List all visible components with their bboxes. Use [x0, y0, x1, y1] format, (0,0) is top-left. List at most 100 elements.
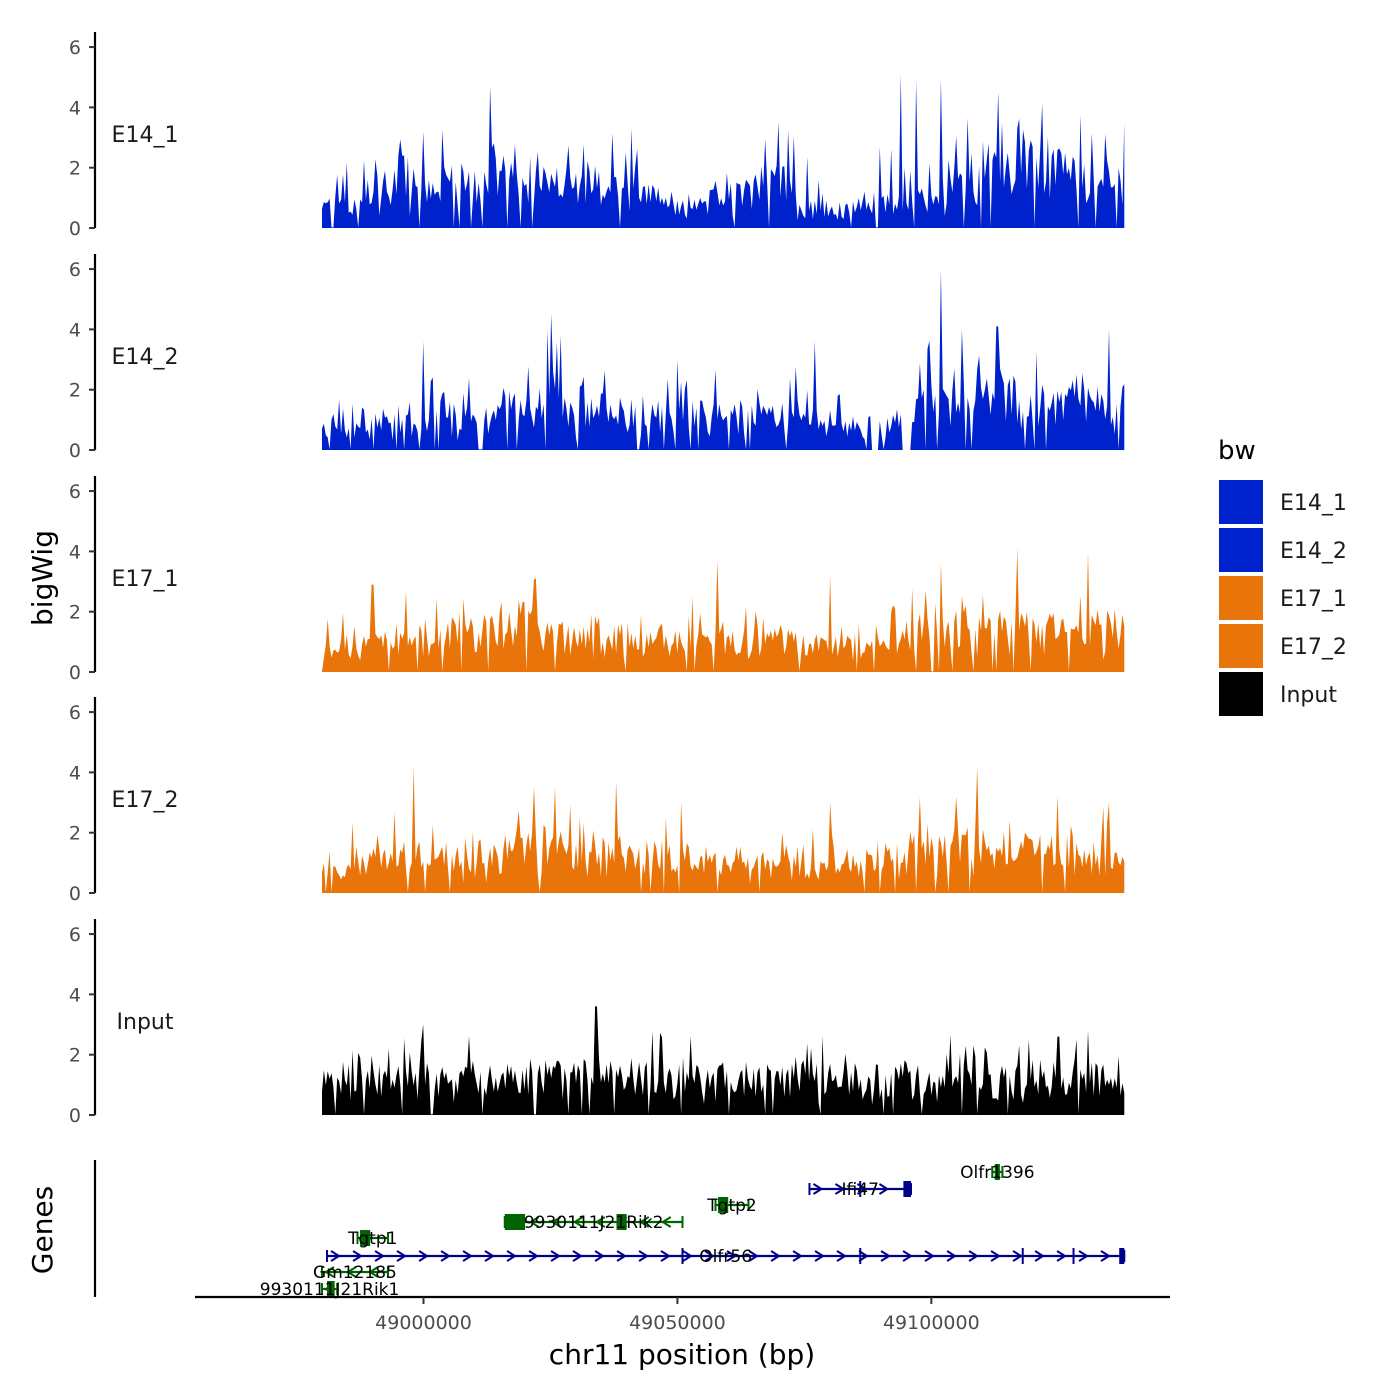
legend-label: E14_2: [1280, 539, 1347, 564]
strand-arrow: [1056, 1250, 1067, 1262]
y-tick-label: 6: [69, 924, 81, 946]
x-tick-label: 49050000: [629, 1312, 726, 1334]
strand-arrow: [946, 1250, 957, 1262]
strand-arrow: [572, 1216, 584, 1228]
strand-arrow: [594, 1250, 605, 1262]
strand-arrow: [968, 1250, 979, 1262]
signal-area-E14_1: [322, 74, 1125, 228]
gene-label: 9930111J21Rik1: [260, 1280, 400, 1300]
y-tick-label: 0: [69, 218, 81, 240]
y-tick-label: 4: [69, 97, 81, 119]
x-axis: 49000000 49050000 49100000: [195, 1295, 1170, 1334]
y-tick-label: 4: [69, 762, 81, 784]
track-label: E14_2: [112, 345, 179, 370]
exon: [994, 1164, 1000, 1180]
y-tick-label: 0: [69, 662, 81, 684]
strand-arrow: [792, 1250, 803, 1262]
strand-arrow: [638, 1216, 650, 1228]
gene-label: 9930111J21Rik2: [524, 1213, 664, 1233]
legend-title: bw: [1218, 436, 1256, 466]
exon: [327, 1281, 335, 1297]
legend-label: E17_1: [1280, 587, 1347, 612]
strand-arrow: [324, 1266, 335, 1278]
y-tick-label: 6: [69, 481, 81, 503]
exon: [616, 1214, 627, 1230]
track-panel: 0 2 4 6 Input: [69, 919, 1125, 1127]
strand-arrow: [812, 1183, 824, 1195]
track-panel: 0 2 4 6 E14_2: [69, 254, 1125, 462]
gene-9930111J21Rik1: 9930111J21Rik1: [260, 1280, 400, 1300]
strand-arrow: [374, 1250, 385, 1262]
y-tick-label: 2: [69, 602, 81, 624]
signal-area-E17_1: [322, 548, 1125, 672]
exon: [718, 1197, 729, 1213]
gene-Tgtp2: Tgtp2: [706, 1196, 756, 1216]
legend-label: Input: [1280, 683, 1337, 708]
legend-key-E14_2: [1219, 528, 1263, 572]
strand-arrow: [440, 1250, 451, 1262]
strand-arrow: [814, 1250, 825, 1262]
y-axis-title: bigWig: [26, 530, 59, 626]
strand-arrow: [352, 1250, 363, 1262]
gene-label: Ifi47: [842, 1180, 879, 1200]
strand-arrow: [346, 1266, 357, 1278]
exon: [903, 1181, 912, 1197]
gene-Olfr1396: Olfr1396: [960, 1163, 1034, 1183]
gene-label: Olfr56: [699, 1247, 752, 1267]
strand-arrow: [878, 1183, 890, 1195]
strand-arrow: [368, 1266, 379, 1278]
y-tick-label: 6: [69, 37, 81, 59]
exon: [504, 1214, 526, 1230]
y-tick-label: 4: [69, 319, 81, 341]
strand-arrow: [572, 1250, 583, 1262]
legend: bw E14_1 E14_2 E17_1 E17_2 Input: [1218, 436, 1347, 716]
strand-arrow: [396, 1250, 407, 1262]
legend-key-E14_1: [1219, 480, 1263, 524]
strand-arrow: [528, 1250, 539, 1262]
y-tick-label: 4: [69, 541, 81, 563]
gene-label: Olfr1396: [960, 1163, 1034, 1183]
y-tick-label: 0: [69, 1105, 81, 1127]
y-tick-label: 2: [69, 823, 81, 845]
gene-9930111J21Rik2: 9930111J21Rik2: [503, 1213, 684, 1233]
strand-arrow: [990, 1250, 1001, 1262]
strand-arrow: [748, 1250, 759, 1262]
strand-arrow: [484, 1250, 495, 1262]
strand-arrow: [462, 1250, 473, 1262]
exon: [1119, 1248, 1125, 1264]
strand-arrow: [726, 1250, 737, 1262]
gene-Tgtp1: Tgtp1: [347, 1229, 397, 1249]
y-tick-label: 0: [69, 883, 81, 905]
strand-arrow: [858, 1250, 869, 1262]
legend-label: E14_1: [1280, 491, 1347, 516]
track-panel: 0 2 4 6 E14_1: [69, 32, 1125, 240]
strand-arrow: [616, 1250, 627, 1262]
strand-arrow: [1012, 1250, 1023, 1262]
y-tick-label: 4: [69, 984, 81, 1006]
legend-key-E17_1: [1219, 576, 1263, 620]
y-tick-label: 0: [69, 440, 81, 462]
strand-arrow: [836, 1250, 847, 1262]
strand-arrow: [924, 1250, 935, 1262]
strand-arrow: [506, 1250, 517, 1262]
signal-panels: 0 2 4 6 E14_1 0 2 4 6 E14_2 0 2 4 6 E17_1 0 2 4 6 E17_2 0 2 4 6…: [69, 32, 1125, 1127]
signal-area-E17_2: [322, 766, 1125, 893]
strand-arrow: [330, 1250, 341, 1262]
strand-arrow: [638, 1250, 649, 1262]
y-tick-label: 2: [69, 158, 81, 180]
strand-arrow: [770, 1250, 781, 1262]
strand-arrow: [1034, 1250, 1045, 1262]
strand-arrow: [902, 1250, 913, 1262]
track-panel: 0 2 4 6 E17_2: [69, 697, 1125, 905]
legend-key-Input: [1219, 672, 1263, 716]
legend-key-E17_2: [1219, 624, 1263, 668]
strand-arrow: [418, 1250, 429, 1262]
strand-arrow: [704, 1250, 715, 1262]
strand-arrow: [594, 1216, 606, 1228]
x-axis-title: chr11 position (bp): [549, 1338, 815, 1371]
track-label: Input: [117, 1010, 174, 1035]
strand-arrow: [1100, 1250, 1111, 1262]
gene-Olfr56: Olfr56: [326, 1247, 1126, 1267]
genes-axis-title: Genes: [26, 1186, 59, 1274]
